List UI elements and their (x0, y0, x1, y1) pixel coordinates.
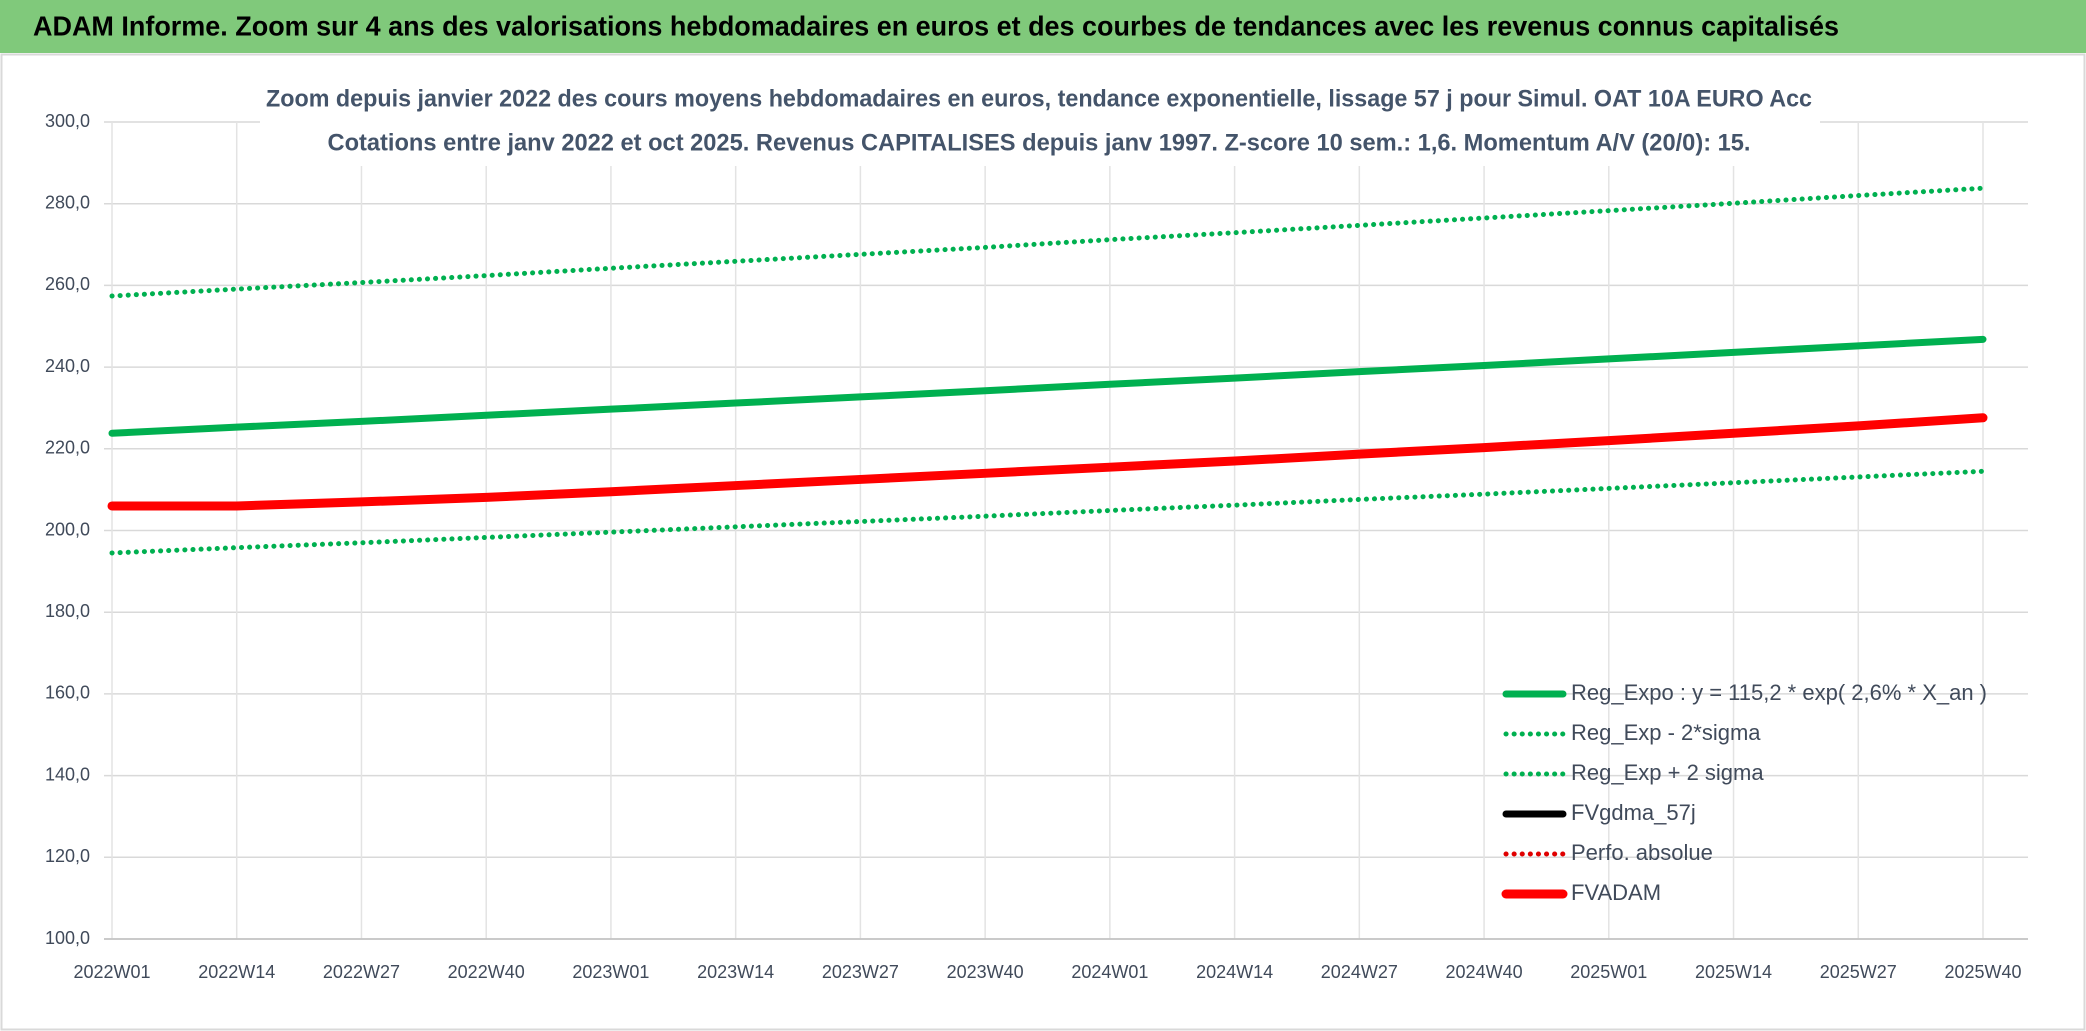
y-tick-label: 260,0 (45, 274, 90, 294)
x-tick-label: 2024W01 (1071, 962, 1148, 982)
x-tick-label: 2024W27 (1321, 962, 1398, 982)
y-tick-label: 100,0 (45, 928, 90, 948)
y-tick-label: 200,0 (45, 519, 90, 539)
y-tick-label: 280,0 (45, 192, 90, 212)
legend-label: FVADAM (1571, 880, 1661, 905)
y-tick-label: 140,0 (45, 764, 90, 784)
x-tick-label: 2025W01 (1570, 962, 1647, 982)
legend-label: FVgdma_57j (1571, 800, 1696, 825)
chart-frame (0, 53, 2086, 1031)
banner (0, 0, 2086, 53)
y-tick-label: 220,0 (45, 438, 90, 458)
y-tick-label: 300,0 (45, 111, 90, 131)
x-tick-label: 2023W27 (822, 962, 899, 982)
y-tick-label: 240,0 (45, 356, 90, 376)
y-tick-label: 120,0 (45, 846, 90, 866)
chart-subtitle: Cotations entre janv 2022 et oct 2025. R… (328, 129, 1751, 156)
x-tick-label: 2025W14 (1695, 962, 1772, 982)
x-tick-label: 2022W14 (198, 962, 275, 982)
x-tick-label: 2024W40 (1446, 962, 1523, 982)
series-line (108, 335, 1987, 437)
y-tick-label: 180,0 (45, 601, 90, 621)
x-tick-label: 2025W40 (1944, 962, 2021, 982)
title-bg (260, 82, 1820, 166)
legend-label: Perfo. absolue (1571, 840, 1713, 865)
x-tick-label: 2022W01 (73, 962, 150, 982)
chart-title: Zoom depuis janvier 2022 des cours moyen… (266, 85, 1812, 112)
legend-label: Reg_Exp + 2 sigma (1571, 760, 1764, 785)
x-tick-label: 2022W40 (448, 962, 525, 982)
x-tick-label: 2023W14 (697, 962, 774, 982)
y-tick-label: 160,0 (45, 683, 90, 703)
legend-label: Reg_Expo : y = 115,2 * exp( 2,6% * X_an … (1571, 680, 1987, 705)
x-tick-label: 2023W01 (572, 962, 649, 982)
x-tick-label: 2023W40 (947, 962, 1024, 982)
banner-title: ADAM Informe. Zoom sur 4 ans des valoris… (33, 10, 1839, 41)
legend-label: Reg_Exp - 2*sigma (1571, 720, 1761, 745)
x-tick-label: 2022W27 (323, 962, 400, 982)
series-line (109, 185, 1986, 299)
x-tick-label: 2025W27 (1820, 962, 1897, 982)
x-tick-label: 2024W14 (1196, 962, 1273, 982)
series-line (107, 413, 1988, 511)
